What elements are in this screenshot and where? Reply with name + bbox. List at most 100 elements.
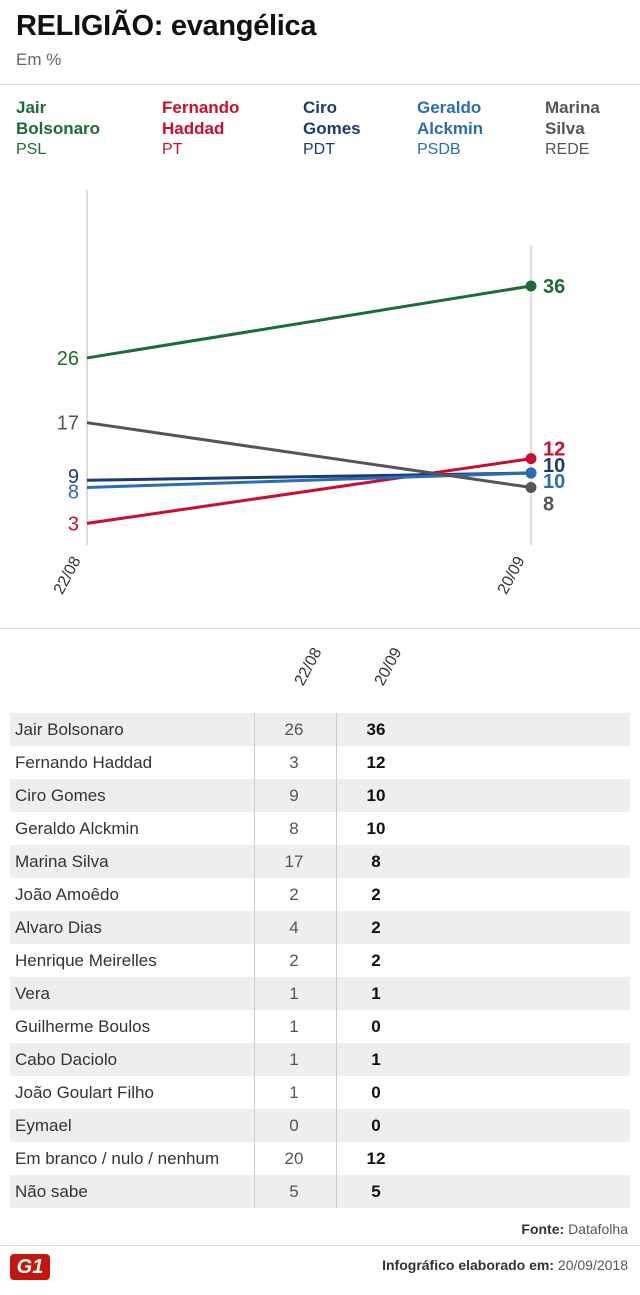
legend-party: PT (162, 141, 183, 158)
chart-divider (0, 628, 640, 629)
table-cell-name: João Amoêdo (15, 885, 119, 904)
end-value-label: 12 (543, 439, 565, 461)
start-value-label: 17 (57, 413, 79, 435)
legend-name: Jair Bolsonaro (16, 98, 101, 138)
table-cell-value-2: 36 (366, 720, 386, 739)
table-cell-value-2: 2 (371, 918, 381, 937)
table-row: Marina Silva 17 8 (10, 845, 630, 878)
results-table: Jair Bolsonaro 26 36 Fernando Haddad 3 12 Ciro… (10, 713, 630, 1208)
table-cell-value-1: 5 (289, 1182, 299, 1201)
table-row: Eymael 0 0 (10, 1109, 630, 1142)
table-cell-value-2: 2 (371, 951, 381, 970)
series-line (86, 457, 532, 525)
series-line (86, 284, 532, 360)
series-end-point (525, 481, 537, 493)
table-col-head-2: 20/09 (371, 645, 406, 689)
legend-item-alckmin: Geraldo Alckmin PSDB (417, 97, 542, 160)
series-end-point (525, 280, 537, 292)
table-cell-value-1: 2 (289, 951, 299, 970)
table-row: João Goulart Filho 1 0 (10, 1076, 630, 1109)
legend-item-haddad: Fernando Haddad PT (162, 97, 287, 160)
chart-title: RELIGIÃO: evangélica (16, 10, 317, 42)
table-cell-name: Jair Bolsonaro (15, 720, 124, 739)
table-cell-value-2: 12 (366, 753, 386, 772)
table-cell-value-2: 0 (371, 1116, 381, 1135)
table-row: Fernando Haddad 3 12 (10, 746, 630, 779)
table-cell-value-2: 5 (371, 1182, 381, 1201)
table-cell-value-2: 0 (371, 1083, 381, 1102)
table-divider-2 (336, 713, 337, 1208)
table-cell-name: Ciro Gomes (15, 786, 106, 805)
table-cell-value-1: 9 (289, 786, 299, 805)
legend-name: Geraldo Alckmin (417, 98, 484, 138)
table-cell-value-2: 1 (371, 1050, 381, 1069)
table-cell-value-2: 10 (366, 819, 386, 838)
table-cell-value-1: 26 (284, 720, 304, 739)
table-row: Cabo Daciolo 1 1 (10, 1043, 630, 1076)
start-value-label: 8 (68, 481, 79, 503)
table-cell-value-2: 2 (371, 885, 381, 904)
table-row: João Amoêdo 2 2 (10, 878, 630, 911)
table-cell-value-1: 1 (289, 1083, 299, 1102)
g1-logo: G1 (10, 1254, 50, 1280)
table-cell-value-1: 1 (289, 984, 299, 1003)
footer-divider (0, 1245, 640, 1246)
start-value-label: 26 (57, 348, 79, 370)
table-cell-value-1: 4 (289, 918, 299, 937)
table-cell-value-2: 8 (371, 852, 381, 871)
end-value-label: 10 (543, 471, 565, 493)
chart-subtitle: Em % (16, 50, 62, 69)
end-value-label: 10 (543, 455, 565, 477)
table-cell-name: Cabo Daciolo (15, 1050, 118, 1069)
series-end-point (525, 453, 537, 465)
end-value-label: 8 (543, 493, 554, 515)
source-note: Fonte: Datafolha (521, 1221, 628, 1237)
table-divider-1 (254, 713, 255, 1208)
table-cell-name: Geraldo Alckmin (15, 819, 139, 838)
table-cell-value-1: 20 (284, 1149, 304, 1168)
table-cell-name: Marina Silva (15, 852, 109, 871)
table-row: Guilherme Boulos 1 0 (10, 1010, 630, 1043)
legend-item-ciro: Ciro Gomes PDT (303, 97, 428, 160)
table-cell-value-1: 8 (289, 819, 299, 838)
table-cell-name: Eymael (15, 1116, 72, 1135)
table-row: Vera 1 1 (10, 977, 630, 1010)
series-line (86, 421, 532, 489)
table-row: Jair Bolsonaro 26 36 (10, 713, 630, 746)
table-cell-value-1: 0 (289, 1116, 299, 1135)
table-col-head-1: 22/08 (291, 645, 326, 689)
table-row: Não sabe 5 5 (10, 1175, 630, 1208)
table-row: Henrique Meirelles 2 2 (10, 944, 630, 977)
legend-name: Fernando Haddad (162, 98, 240, 138)
table-cell-name: Em branco / nulo / nenhum (15, 1149, 220, 1168)
table-cell-value-2: 10 (366, 786, 386, 805)
table-cell-value-2: 1 (371, 984, 381, 1003)
legend-party: REDE (545, 141, 590, 158)
table-row: Em branco / nulo / nenhum 20 12 (10, 1142, 630, 1175)
legend-name: Ciro Gomes (303, 98, 361, 138)
table-cell-name: Vera (15, 984, 50, 1003)
legend-party: PSL (16, 141, 47, 158)
x-tick-label: 20/09 (495, 554, 529, 597)
table-cell-value-1: 1 (289, 1050, 299, 1069)
legend-party: PDT (303, 141, 335, 158)
table-cell-name: João Goulart Filho (15, 1083, 154, 1102)
header-divider (0, 84, 640, 85)
table-cell-name: Alvaro Dias (15, 918, 102, 937)
table-row: Ciro Gomes 9 10 (10, 779, 630, 812)
legend-item-marina: Marina Silva REDE (545, 97, 635, 160)
table-cell-value-1: 17 (284, 852, 304, 871)
table-cell-name: Fernando Haddad (15, 753, 153, 772)
table-row: Geraldo Alckmin 8 10 (10, 812, 630, 845)
series-end-point (525, 467, 537, 479)
table-cell-name: Não sabe (15, 1182, 88, 1201)
table-cell-value-1: 1 (289, 1017, 299, 1036)
end-value-label: 36 (543, 276, 565, 298)
table-row: Alvaro Dias 4 2 (10, 911, 630, 944)
start-value-label: 3 (68, 513, 79, 535)
legend-party: PSDB (417, 141, 461, 158)
x-tick-label: 22/08 (51, 554, 85, 597)
table-cell-value-1: 3 (289, 753, 299, 772)
table-cell-value-2: 0 (371, 1017, 381, 1036)
